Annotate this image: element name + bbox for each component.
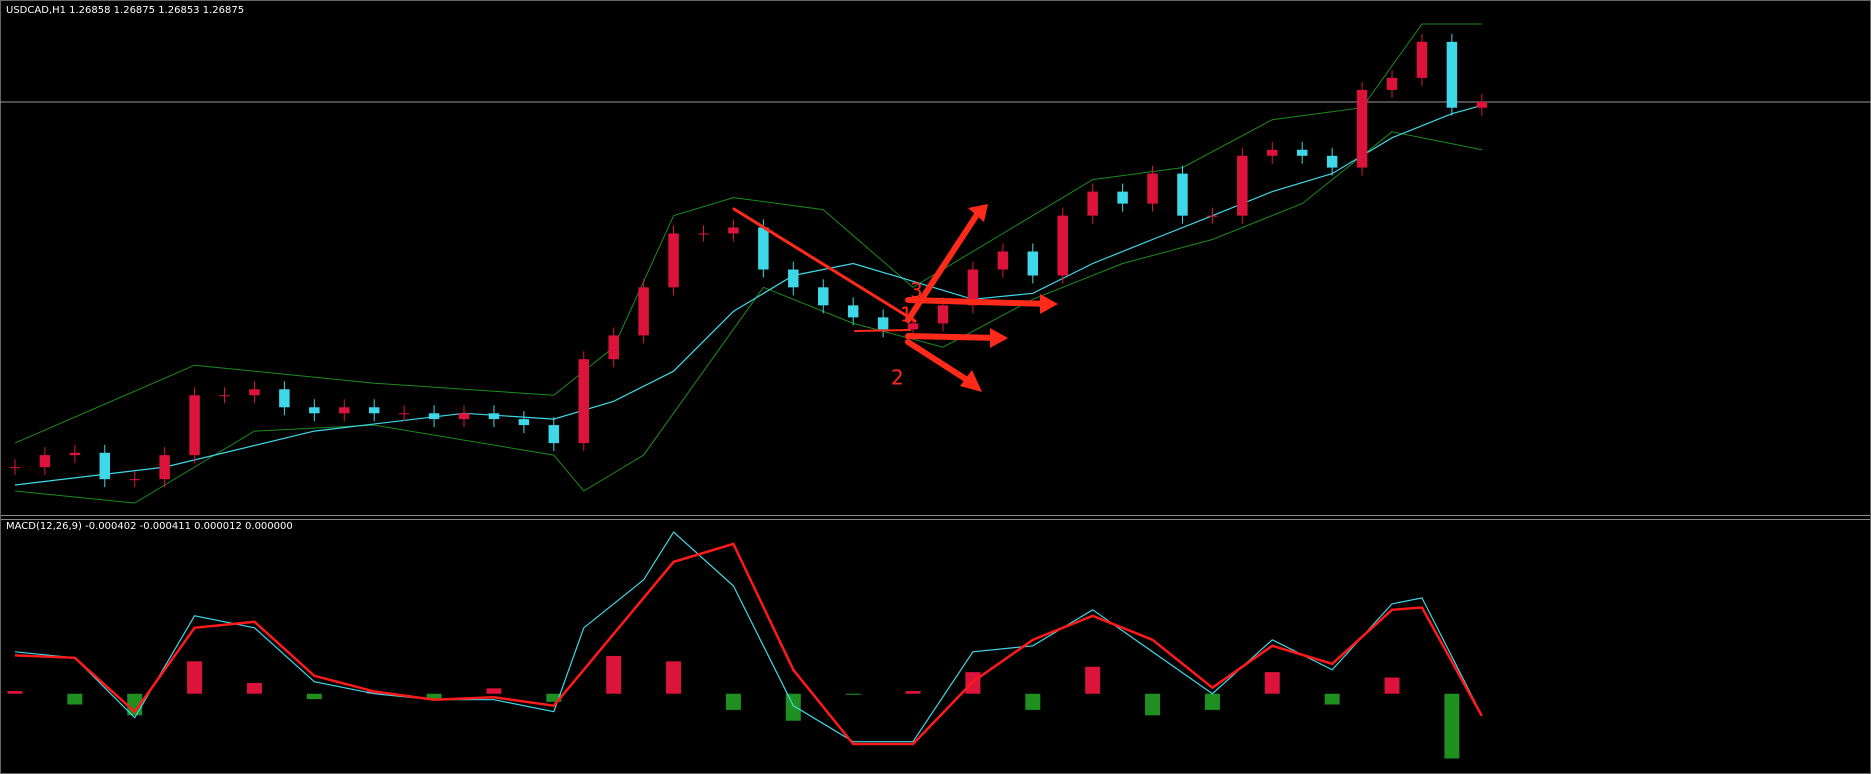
macd-pane: [7, 531, 1483, 759]
candle: [847, 305, 859, 318]
candle: [1027, 251, 1039, 276]
annotation: 3: [910, 279, 923, 303]
candle: [698, 233, 709, 235]
candle: [1147, 173, 1158, 204]
arrow: [905, 333, 1003, 341]
candle: [518, 419, 530, 426]
candle: [1117, 191, 1128, 204]
arrowhead: [1040, 294, 1058, 314]
histogram-bar: [666, 661, 682, 694]
candle: [219, 395, 230, 397]
candle: [1386, 77, 1398, 90]
candle: [578, 359, 589, 444]
arrow: [905, 339, 978, 388]
price-pane: [9, 23, 1488, 504]
candle: [1057, 215, 1068, 276]
drawings: [732, 204, 1058, 392]
candle: [758, 227, 769, 270]
candle: [39, 455, 51, 468]
candle: [458, 413, 470, 420]
annotation: 2: [891, 366, 904, 390]
candle: [668, 233, 679, 288]
histogram-bar: [1384, 677, 1400, 694]
histogram-bar: [1444, 693, 1460, 759]
candle: [1416, 41, 1428, 78]
annotation: 1: [900, 303, 913, 327]
candle: [728, 227, 739, 234]
candle: [1356, 89, 1368, 168]
candle: [279, 389, 290, 408]
histogram-bar: [606, 655, 622, 694]
histogram-bar: [785, 693, 801, 721]
trend-line: [732, 207, 917, 323]
candle: [309, 407, 320, 414]
candle: [967, 269, 979, 306]
arrowhead: [968, 204, 988, 222]
arrow: [905, 297, 1053, 307]
candle: [428, 413, 440, 420]
histogram-bar: [1204, 693, 1220, 710]
histogram-bar: [1324, 693, 1340, 705]
histogram-bar: [845, 693, 861, 695]
candle: [249, 389, 260, 396]
histogram-bar: [426, 693, 442, 700]
candle: [159, 455, 170, 480]
signal-line: [14, 542, 1483, 746]
macd-line: [14, 531, 1483, 743]
histogram-bar: [246, 682, 262, 694]
band-upper: [14, 23, 1482, 444]
histogram-bar: [905, 691, 921, 694]
histogram-bar: [7, 691, 23, 694]
candle: [1296, 149, 1308, 156]
candle: [1177, 173, 1188, 216]
candle: [608, 335, 619, 360]
candle: [818, 287, 829, 306]
histogram-bar: [67, 693, 83, 705]
histogram-bar: [306, 693, 322, 700]
candle: [638, 287, 649, 336]
candle: [1446, 41, 1458, 108]
indicator-title: MACD(12,26,9) -0.000402 -0.000411 0.0000…: [6, 521, 293, 532]
candle: [548, 425, 560, 444]
candle: [189, 395, 200, 456]
candle: [788, 269, 799, 288]
candle: [339, 407, 350, 414]
candle: [1207, 215, 1218, 217]
histogram-bar: [546, 693, 562, 702]
candle: [488, 413, 500, 420]
histogram-bar: [1025, 693, 1041, 710]
histogram-bar: [1145, 693, 1161, 716]
histogram-bar: [1264, 672, 1280, 694]
chart-title: USDCAD,H1 1.26858 1.26875 1.26853 1.2687…: [6, 5, 244, 16]
candle: [1237, 155, 1248, 216]
level-line: [854, 329, 911, 332]
candle: [69, 452, 81, 456]
candle: [1476, 101, 1488, 108]
candle: [398, 413, 410, 415]
histogram-bar: [725, 693, 741, 710]
candle: [1326, 155, 1338, 168]
candle: [129, 479, 140, 481]
band-lower: [14, 131, 1482, 504]
histogram-bar: [187, 661, 203, 694]
candle: [9, 467, 21, 469]
candle: [877, 317, 889, 330]
candle: [937, 305, 949, 324]
candle: [99, 452, 111, 480]
histogram-bar: [486, 688, 502, 694]
candle: [997, 251, 1009, 270]
arrow: [905, 207, 983, 323]
arrowhead: [990, 328, 1008, 348]
candle: [907, 323, 919, 330]
candle: [368, 407, 380, 414]
candle: [1087, 191, 1098, 216]
histogram-bar: [1085, 666, 1101, 694]
arrowhead: [960, 370, 982, 392]
candle: [1267, 149, 1278, 156]
